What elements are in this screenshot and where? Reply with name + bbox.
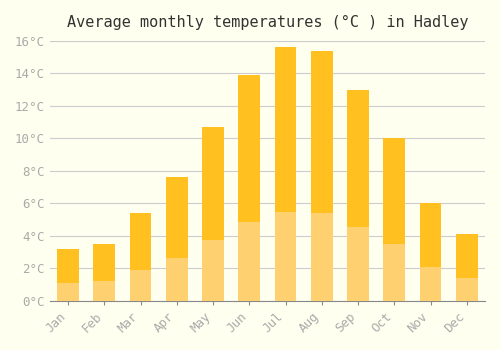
- Bar: [311, 51, 332, 301]
- Bar: [347, 227, 369, 301]
- Bar: [456, 278, 477, 301]
- Bar: [202, 127, 224, 301]
- Bar: [384, 138, 405, 301]
- Bar: [456, 234, 477, 301]
- Bar: [94, 244, 115, 301]
- Bar: [166, 258, 188, 301]
- Bar: [274, 47, 296, 301]
- Bar: [347, 90, 369, 301]
- Bar: [238, 75, 260, 301]
- Bar: [130, 213, 152, 301]
- Bar: [166, 177, 188, 301]
- Bar: [57, 283, 79, 301]
- Bar: [130, 270, 152, 301]
- Bar: [274, 212, 296, 301]
- Bar: [420, 203, 442, 301]
- Bar: [57, 249, 79, 301]
- Bar: [238, 222, 260, 301]
- Bar: [94, 281, 115, 301]
- Bar: [202, 240, 224, 301]
- Bar: [384, 244, 405, 301]
- Bar: [420, 267, 442, 301]
- Bar: [311, 213, 332, 301]
- Title: Average monthly temperatures (°C ) in Hadley: Average monthly temperatures (°C ) in Ha…: [66, 15, 468, 30]
